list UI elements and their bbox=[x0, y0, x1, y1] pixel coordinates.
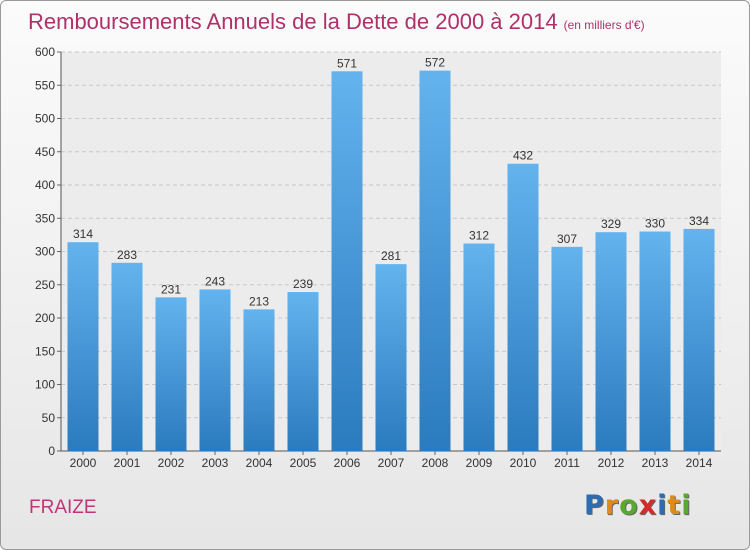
logo-letter: i bbox=[657, 490, 668, 521]
proxiti-logo: Proxiti bbox=[584, 490, 692, 521]
data-label: 307 bbox=[557, 232, 577, 246]
x-tick-label: 2013 bbox=[642, 456, 669, 470]
y-tick-label: 550 bbox=[35, 78, 55, 92]
bar bbox=[155, 297, 187, 451]
y-tick-label: 50 bbox=[42, 411, 56, 425]
y-tick-label: 400 bbox=[35, 178, 55, 192]
x-tick-label: 2006 bbox=[334, 456, 361, 470]
x-tick-label: 2008 bbox=[422, 456, 449, 470]
y-tick-label: 450 bbox=[35, 145, 55, 159]
x-tick-label: 2001 bbox=[114, 456, 141, 470]
data-label: 283 bbox=[117, 248, 137, 262]
x-tick-label: 2005 bbox=[290, 456, 317, 470]
chart-title: Remboursements Annuels de la Dette de 20… bbox=[28, 9, 645, 35]
x-tick-label: 2002 bbox=[158, 456, 185, 470]
y-tick-label: 150 bbox=[35, 344, 55, 358]
bar bbox=[463, 243, 495, 451]
y-tick-label: 0 bbox=[48, 444, 55, 458]
logo-letter: o bbox=[619, 490, 639, 521]
data-label: 239 bbox=[293, 277, 313, 291]
bar bbox=[683, 228, 715, 451]
chart-title-text: Remboursements Annuels de la Dette de 20… bbox=[28, 9, 558, 34]
chart-subtitle: (en milliers d'€) bbox=[563, 18, 645, 32]
y-tick-label: 500 bbox=[35, 112, 55, 126]
place-name: FRAIZE bbox=[29, 497, 97, 518]
data-label: 432 bbox=[513, 149, 533, 163]
data-label: 281 bbox=[381, 249, 401, 263]
data-label: 334 bbox=[689, 214, 709, 228]
y-tick-label: 100 bbox=[35, 378, 55, 392]
data-label: 314 bbox=[73, 227, 93, 241]
y-tick-label: 250 bbox=[35, 278, 55, 292]
x-tick-label: 2012 bbox=[598, 456, 625, 470]
x-tick-label: 2009 bbox=[466, 456, 493, 470]
x-tick-label: 2003 bbox=[202, 456, 229, 470]
logo-letter: t bbox=[667, 490, 682, 521]
bar bbox=[199, 289, 231, 451]
bar bbox=[595, 232, 627, 451]
data-label: 243 bbox=[205, 274, 225, 288]
x-tick-label: 2014 bbox=[686, 456, 713, 470]
x-tick-label: 2011 bbox=[554, 456, 580, 470]
logo-letter: i bbox=[681, 490, 692, 521]
bar bbox=[111, 262, 143, 451]
y-tick-label: 200 bbox=[35, 311, 55, 325]
data-label: 329 bbox=[601, 217, 621, 231]
x-tick-label: 2004 bbox=[246, 456, 273, 470]
logo-letter: P bbox=[584, 490, 605, 521]
y-tick-label: 600 bbox=[35, 45, 55, 59]
x-tick-label: 2007 bbox=[378, 456, 405, 470]
data-label: 571 bbox=[337, 56, 357, 70]
data-label: 312 bbox=[469, 229, 489, 243]
data-label: 572 bbox=[425, 56, 445, 70]
bar bbox=[507, 163, 539, 451]
y-tick-label: 350 bbox=[35, 211, 55, 225]
bar bbox=[287, 292, 319, 451]
data-label: 213 bbox=[249, 294, 269, 308]
y-tick-label: 300 bbox=[35, 245, 55, 259]
logo-letter: x bbox=[638, 490, 658, 521]
x-tick-label: 2010 bbox=[510, 456, 537, 470]
bar bbox=[419, 70, 451, 452]
logo-letter: r bbox=[604, 490, 620, 521]
bar bbox=[331, 71, 363, 451]
data-label: 231 bbox=[161, 282, 181, 296]
bar bbox=[375, 264, 407, 451]
bar bbox=[639, 231, 671, 451]
bar bbox=[243, 309, 275, 451]
x-tick-label: 2000 bbox=[70, 456, 97, 470]
data-label: 330 bbox=[645, 217, 665, 231]
bar bbox=[551, 246, 583, 451]
bar bbox=[67, 242, 99, 451]
